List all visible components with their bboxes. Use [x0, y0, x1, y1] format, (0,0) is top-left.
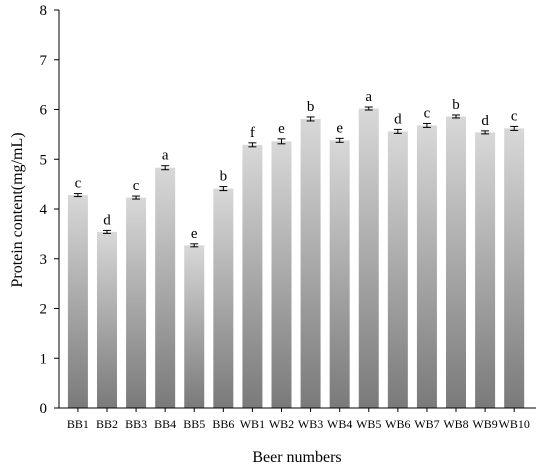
y-tick-label: 6: [40, 103, 48, 119]
bar-wb9: [475, 132, 496, 408]
bar-bb1: [67, 195, 88, 408]
significance-label: e: [336, 120, 343, 136]
significance-label: d: [394, 111, 402, 127]
bar-wb4: [329, 140, 350, 408]
bar-bb4: [155, 167, 176, 408]
x-tick-label: BB3: [125, 417, 147, 431]
x-axis-title: Beer numbers: [252, 449, 341, 466]
x-tick-label: WB4: [327, 417, 352, 431]
bar-wb2: [271, 141, 292, 408]
significance-label: c: [133, 178, 140, 194]
x-tick-label: BB5: [183, 417, 205, 431]
significance-label: d: [481, 113, 489, 129]
bar-wb1: [242, 144, 263, 408]
x-tick-label: WB10: [499, 417, 530, 431]
x-tick-label: WB5: [356, 417, 381, 431]
bar-wb7: [416, 125, 437, 409]
y-tick-label: 0: [40, 401, 48, 417]
y-tick-label: 2: [40, 302, 48, 318]
x-tick-label: WB3: [298, 417, 323, 431]
bar-wb5: [358, 108, 379, 408]
significance-label: f: [250, 125, 255, 141]
significance-label: e: [191, 226, 198, 242]
significance-label: c: [511, 108, 518, 124]
x-tick-label: WB7: [414, 417, 439, 431]
y-tick-label: 7: [40, 53, 48, 69]
x-tick-label: BB4: [154, 417, 176, 431]
x-tick-label: WB2: [269, 417, 294, 431]
x-tick-label: WB6: [385, 417, 410, 431]
bar-wb10: [504, 128, 525, 408]
x-tick-label: BB6: [212, 417, 234, 431]
bar-bb3: [126, 197, 147, 408]
bar-bb6: [213, 188, 234, 408]
bars-layer: c d c a e b f e b e a d c b d c: [67, 89, 525, 409]
y-tick-label: 5: [40, 152, 48, 168]
x-tick-label: WB1: [240, 417, 265, 431]
bar-bb2: [96, 231, 117, 408]
y-axis-title: Protein content(mg/mL): [9, 132, 26, 287]
x-tick-label: WB8: [443, 417, 468, 431]
significance-label: c: [424, 105, 431, 121]
bar-wb6: [387, 131, 408, 408]
bar-wb8: [446, 116, 467, 408]
x-tick-label: BB2: [96, 417, 118, 431]
significance-label: b: [307, 99, 315, 115]
y-tick-label: 1: [40, 351, 48, 367]
significance-label: b: [452, 97, 460, 113]
significance-label: e: [278, 121, 285, 137]
y-tick-label: 8: [40, 3, 48, 19]
significance-label: a: [365, 89, 372, 105]
y-tick-label: 3: [40, 252, 48, 268]
x-tick-label: WB9: [472, 417, 497, 431]
y-tick-label: 4: [40, 202, 48, 218]
x-tick-label: BB1: [67, 417, 89, 431]
axes-layer: 0 1 2 3 4 5 6 7 8 BB1 BB2 BB3 BB4 BB5 BB6 WB1 WB2 WB3 WB4 W…: [40, 3, 536, 431]
bar-bb5: [184, 245, 205, 408]
significance-label: d: [103, 212, 111, 228]
significance-label: c: [75, 176, 82, 192]
bar-wb3: [300, 118, 321, 408]
significance-label: a: [162, 148, 169, 164]
significance-label: b: [220, 169, 228, 185]
